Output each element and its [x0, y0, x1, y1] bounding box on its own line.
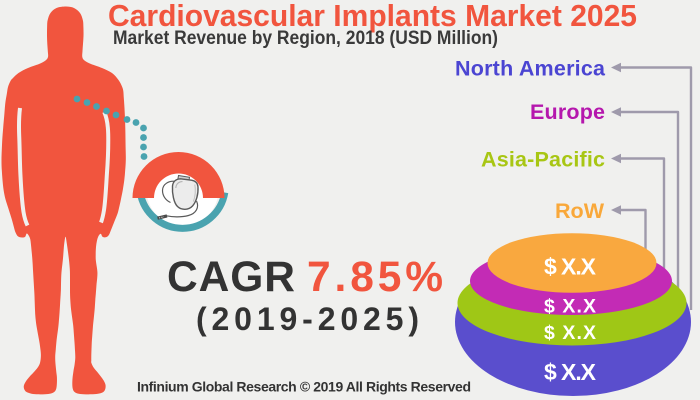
svg-text:$ X.X: $ X.X [544, 254, 597, 280]
svg-text:North America: North America [455, 57, 606, 81]
svg-text:$ X.X: $ X.X [544, 359, 597, 385]
svg-text:Asia-Pacific: Asia-Pacific [481, 148, 605, 172]
svg-text:$ X.X: $ X.X [544, 322, 596, 344]
svg-text:Market Revenue by Region, 2018: Market Revenue by Region, 2018 (USD Mill… [113, 28, 498, 49]
svg-text:CAGR: CAGR [167, 254, 295, 301]
svg-text:Europe: Europe [530, 100, 605, 124]
svg-text:Cardiovascular Implants Market: Cardiovascular Implants Market 2025 [108, 0, 637, 33]
svg-text:RoW: RoW [555, 199, 605, 223]
svg-text:Infinium Global Research © 201: Infinium Global Research © 2019 All Righ… [137, 379, 471, 395]
svg-text:$ X.X: $ X.X [544, 296, 596, 318]
